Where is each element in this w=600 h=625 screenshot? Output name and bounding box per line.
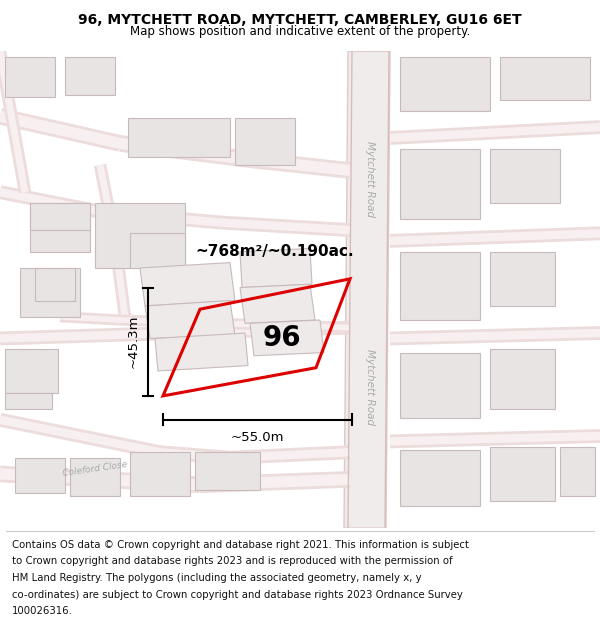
Polygon shape bbox=[65, 57, 115, 94]
Text: 100026316.: 100026316. bbox=[12, 606, 73, 616]
Polygon shape bbox=[344, 51, 390, 528]
Polygon shape bbox=[240, 249, 312, 288]
Polygon shape bbox=[20, 268, 80, 317]
Polygon shape bbox=[128, 119, 230, 158]
Polygon shape bbox=[400, 352, 480, 418]
Polygon shape bbox=[490, 349, 555, 409]
Text: ~55.0m: ~55.0m bbox=[231, 431, 284, 444]
Polygon shape bbox=[35, 268, 75, 301]
Polygon shape bbox=[490, 447, 555, 501]
Polygon shape bbox=[30, 203, 90, 230]
Text: Contains OS data © Crown copyright and database right 2021. This information is : Contains OS data © Crown copyright and d… bbox=[12, 540, 469, 550]
Polygon shape bbox=[400, 450, 480, 506]
Text: Map shows position and indicative extent of the property.: Map shows position and indicative extent… bbox=[130, 26, 470, 39]
Polygon shape bbox=[400, 149, 480, 219]
Text: HM Land Registry. The polygons (including the associated geometry, namely x, y: HM Land Registry. The polygons (includin… bbox=[12, 573, 422, 583]
Polygon shape bbox=[235, 119, 295, 165]
Polygon shape bbox=[130, 233, 185, 268]
Polygon shape bbox=[70, 458, 120, 496]
Text: Coleford Close: Coleford Close bbox=[62, 459, 128, 478]
Text: co-ordinates) are subject to Crown copyright and database rights 2023 Ordnance S: co-ordinates) are subject to Crown copyr… bbox=[12, 590, 463, 600]
Polygon shape bbox=[130, 452, 190, 496]
Polygon shape bbox=[95, 203, 185, 268]
Polygon shape bbox=[195, 452, 260, 490]
Polygon shape bbox=[240, 284, 315, 323]
Text: Mytchett Road: Mytchett Road bbox=[365, 349, 375, 425]
Text: ~768m²/~0.190ac.: ~768m²/~0.190ac. bbox=[195, 244, 353, 259]
Polygon shape bbox=[5, 349, 58, 392]
Polygon shape bbox=[250, 320, 324, 356]
Polygon shape bbox=[140, 262, 235, 306]
Polygon shape bbox=[500, 57, 590, 100]
Polygon shape bbox=[5, 392, 52, 409]
Polygon shape bbox=[400, 57, 490, 111]
Polygon shape bbox=[490, 149, 560, 203]
Text: Mytchett Road: Mytchett Road bbox=[365, 141, 375, 218]
Text: to Crown copyright and database rights 2023 and is reproduced with the permissio: to Crown copyright and database rights 2… bbox=[12, 556, 452, 566]
Polygon shape bbox=[15, 458, 65, 494]
Polygon shape bbox=[400, 252, 480, 320]
Polygon shape bbox=[30, 203, 90, 252]
Polygon shape bbox=[490, 252, 555, 306]
Text: ~45.3m: ~45.3m bbox=[127, 315, 140, 369]
Text: 96, MYTCHETT ROAD, MYTCHETT, CAMBERLEY, GU16 6ET: 96, MYTCHETT ROAD, MYTCHETT, CAMBERLEY, … bbox=[78, 12, 522, 27]
Polygon shape bbox=[560, 447, 595, 496]
Polygon shape bbox=[5, 57, 55, 97]
Polygon shape bbox=[145, 301, 235, 339]
Text: 96: 96 bbox=[263, 324, 302, 352]
Polygon shape bbox=[155, 333, 248, 371]
